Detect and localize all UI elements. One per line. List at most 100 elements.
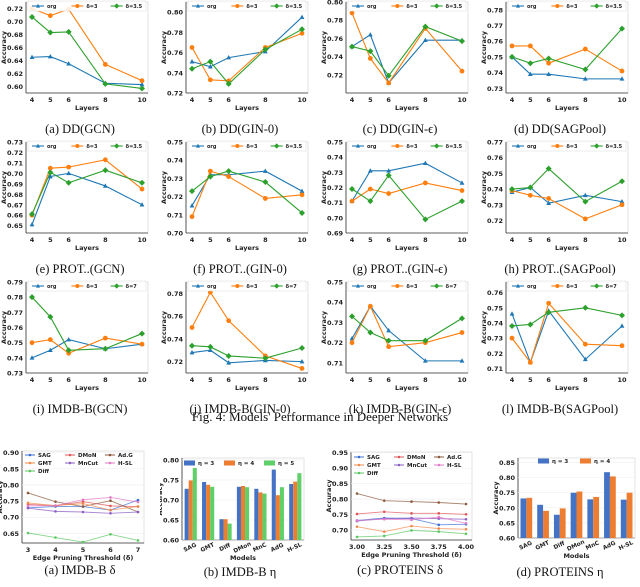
legend-box (187, 0, 307, 12)
data-point (226, 55, 232, 60)
data-point (382, 517, 386, 521)
bar (188, 480, 193, 540)
data-point (367, 48, 374, 55)
x-tick-label: 10 (297, 376, 307, 384)
data-point (139, 179, 145, 186)
y-tick-label: 0.72 (167, 90, 183, 98)
legend: org δ=3 δ=3.5 (187, 140, 307, 152)
legend-label: org (207, 284, 217, 290)
series-line-δ=3.5 (351, 174, 463, 221)
subfigure-caption: (a) DD(GCN) (45, 122, 115, 136)
data-point (527, 43, 533, 49)
data-point (65, 28, 72, 35)
x-tick-label: 6 (226, 236, 231, 244)
bar (262, 493, 267, 540)
plot-frame (345, 1, 469, 94)
bar (587, 499, 594, 538)
legend-marker (516, 3, 520, 8)
chart-panel-c: 0.72 0.74 0.76 0.78 0.80 Accuracy 4 5 6 8 10 Layers… (320, 0, 480, 140)
data-point (437, 512, 441, 515)
data-point (136, 539, 140, 542)
y-tick-label: 0.69 (7, 180, 24, 188)
data-point (437, 515, 441, 519)
data-point (349, 43, 355, 50)
data-point (226, 360, 232, 365)
data-point (349, 313, 355, 320)
data-point (509, 311, 515, 316)
x-tick-label: 5 (208, 96, 213, 104)
x-tick-label: SAG (183, 542, 198, 553)
data-point (226, 174, 232, 179)
y-tick-label: 0.71 (327, 199, 344, 207)
series-line-δ=3.5 (31, 169, 143, 215)
data-point (582, 76, 588, 81)
legend-marker (108, 453, 112, 457)
x-tick-label: DMon (566, 539, 585, 552)
x-tick-label: 8 (423, 376, 428, 384)
y-tick-label: 0.74 (167, 335, 184, 343)
data-point (385, 72, 392, 79)
data-point (54, 504, 57, 507)
bar (289, 484, 294, 540)
data-point (47, 347, 53, 353)
y-tick-label: 0.73 (7, 140, 23, 147)
series-line-δ=7 (31, 296, 143, 351)
data-point (367, 32, 373, 37)
chart-svg: 0.69 0.70 0.71 0.72 0.73 0.74 0.75 Accuracy 4 5 6 8… (320, 139, 469, 252)
legend-marker (356, 283, 360, 288)
legend-marker (114, 283, 120, 289)
y-tick-label: 0.70 (327, 214, 344, 222)
x-axis-label: Models (563, 552, 589, 560)
x-tick-label: GMT (200, 542, 216, 554)
data-point (136, 510, 140, 514)
data-point (54, 500, 57, 503)
x-tick-label: MnC (252, 542, 267, 553)
chart-svg: 0.72 0.74 0.76 0.78 0.80 Accuracy 4 5 6 8 10 Layers… (160, 0, 309, 112)
legend: org δ=3 δ=3.5 (187, 0, 307, 12)
legend-marker (28, 461, 32, 465)
x-axis-label: Layers (395, 384, 419, 392)
data-point (47, 173, 53, 179)
plot-frame (185, 281, 309, 374)
data-point (422, 358, 428, 363)
legend-marker (395, 4, 400, 8)
y-tick-label: 0.74 (327, 154, 344, 162)
legend-swatch (580, 458, 591, 464)
legend-label: δ=3 (566, 4, 578, 10)
legend-box (187, 280, 307, 292)
x-tick-label: GMT (535, 540, 551, 552)
y-tick-label: 0.66 (7, 44, 24, 52)
data-point (136, 498, 140, 502)
series-line-org (191, 16, 303, 68)
x-tick-label: 6 (66, 236, 71, 244)
data-point (109, 512, 112, 515)
x-tick-label: 10 (137, 96, 147, 104)
y-tick-label: 0.60 (499, 535, 516, 543)
legend: org δ=3 δ=7 (187, 280, 307, 292)
data-point (207, 343, 214, 350)
y-tick-label: 0.76 (487, 154, 504, 162)
data-point (422, 180, 428, 186)
x-tick-label: 6 (226, 376, 231, 384)
data-point (66, 170, 72, 176)
data-point (527, 192, 533, 198)
data-point (102, 62, 108, 67)
legend-box (27, 0, 147, 12)
y-tick-label: 0.77 (487, 22, 503, 30)
data-point (136, 505, 140, 508)
bar (184, 488, 189, 540)
data-point (47, 313, 54, 320)
bar (593, 496, 600, 538)
x-tick-label: 5 (368, 96, 373, 104)
data-point (367, 168, 373, 173)
legend-marker (397, 455, 401, 459)
data-point (349, 198, 355, 204)
chart-panel-i: 0.73 0.74 0.75 0.76 0.77 0.78 0.79 Accuracy 4 5 6 8… (0, 279, 160, 420)
bar (570, 492, 577, 538)
data-point (410, 524, 413, 528)
legend-marker (36, 143, 40, 148)
y-tick-label: 0.75 (7, 339, 24, 347)
legend-marker (108, 461, 112, 465)
x-tick-label: 6 (546, 96, 551, 104)
data-point (464, 521, 468, 525)
